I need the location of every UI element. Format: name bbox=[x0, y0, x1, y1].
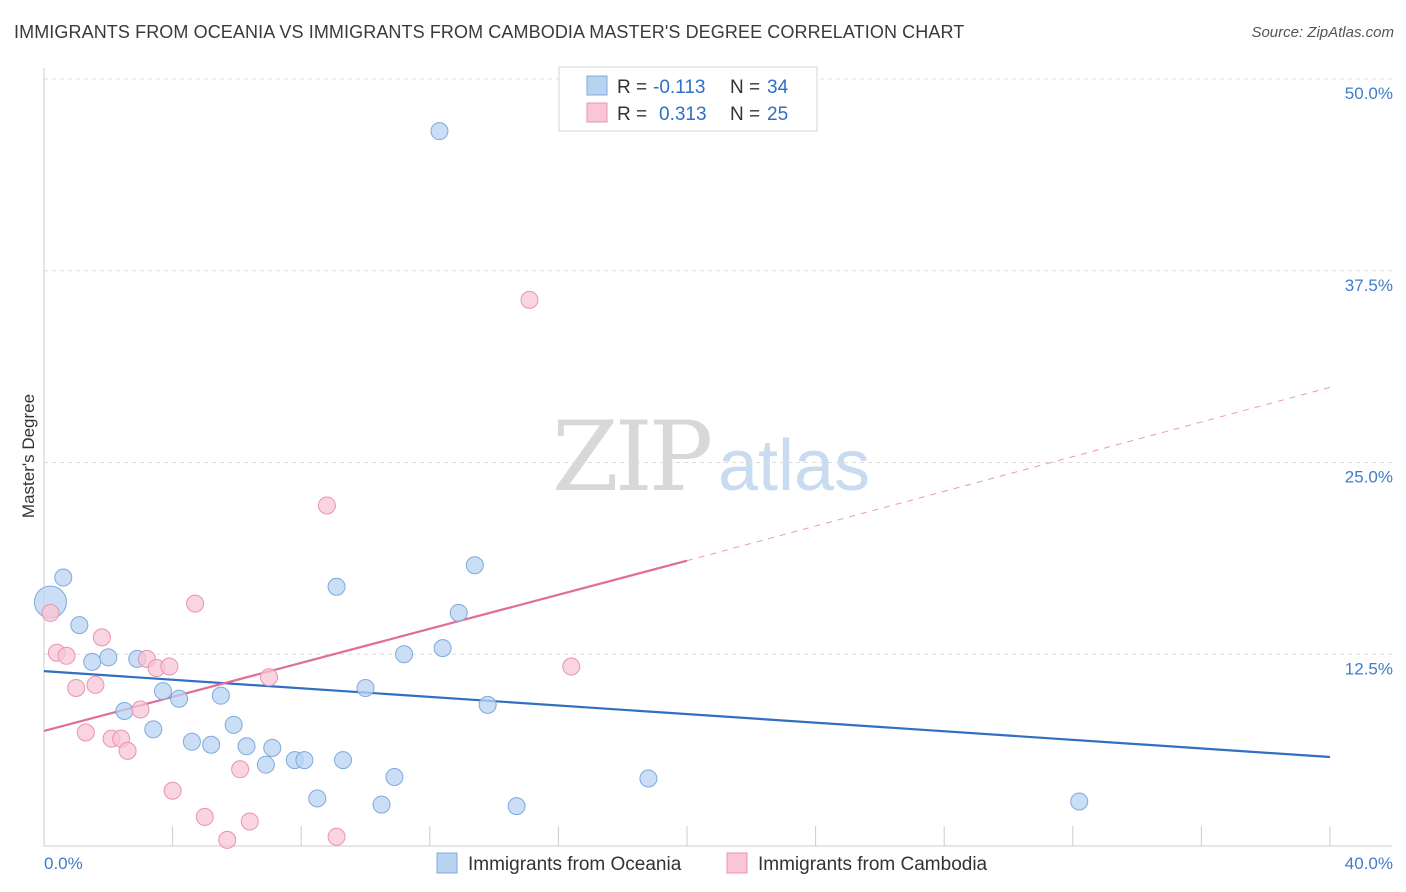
bottom-legend: Immigrants from Oceania Immigrants from … bbox=[436, 852, 988, 875]
y-tick-labels: 12.5% 25.0% 37.5% 50.0% bbox=[1345, 84, 1393, 678]
point-oceania-31 bbox=[507, 797, 526, 816]
watermark-atlas: atlas bbox=[718, 426, 870, 506]
point-oceania-5 bbox=[115, 702, 134, 721]
point-cambodia-19 bbox=[240, 812, 259, 831]
point-cambodia-9 bbox=[118, 741, 137, 760]
point-cambodia-23 bbox=[520, 290, 539, 309]
point-oceania-14 bbox=[237, 737, 256, 756]
legend-r-label-oceania: R = bbox=[617, 77, 647, 98]
trendlines bbox=[43, 386, 1331, 759]
point-oceania-7 bbox=[144, 720, 163, 739]
point-oceania-19 bbox=[308, 789, 327, 808]
trendline-cambodia-extension bbox=[686, 386, 1331, 562]
point-cambodia-10 bbox=[131, 700, 150, 719]
axes bbox=[43, 68, 1392, 847]
point-oceania-29 bbox=[465, 556, 484, 575]
y-tick-label-1: 25.0% bbox=[1345, 468, 1393, 487]
point-oceania-9 bbox=[170, 689, 189, 708]
legend-n-label-cambodia: N = bbox=[730, 104, 760, 125]
legend-n-label-oceania: N = bbox=[730, 77, 760, 98]
legend-n-value-cambodia: 25 bbox=[767, 104, 788, 125]
point-cambodia-24 bbox=[562, 657, 581, 676]
bottom-legend-label-cambodia: Immigrants from Cambodia bbox=[758, 854, 988, 875]
x-tick-label-max: 40.0% bbox=[1345, 854, 1393, 873]
bottom-legend-label-oceania: Immigrants from Oceania bbox=[468, 854, 682, 875]
point-oceania-8 bbox=[153, 682, 172, 701]
point-cambodia-13 bbox=[160, 657, 179, 676]
point-oceania-22 bbox=[356, 678, 375, 697]
point-cambodia-18 bbox=[231, 760, 250, 779]
chart-title: IMMIGRANTS FROM OCEANIA VS IMMIGRANTS FR… bbox=[14, 22, 965, 42]
point-cambodia-20 bbox=[260, 668, 279, 687]
trendline-cambodia bbox=[43, 559, 688, 733]
y-tick-label-3: 50.0% bbox=[1345, 84, 1393, 103]
point-oceania-26 bbox=[430, 122, 449, 141]
bottom-legend-swatch-oceania bbox=[436, 852, 458, 874]
y-axis-label: Master's Degree bbox=[19, 394, 38, 518]
legend-r-value-oceania: -0.113 bbox=[653, 77, 705, 98]
point-oceania-3 bbox=[83, 652, 102, 671]
y-tick-label-0: 12.5% bbox=[1345, 659, 1393, 678]
point-cambodia-3 bbox=[67, 678, 86, 697]
point-oceania-1 bbox=[54, 568, 73, 587]
point-oceania-11 bbox=[202, 735, 221, 754]
legend-box: R = -0.113 N = 34 R = 0.313 N = 25 bbox=[558, 66, 818, 132]
point-oceania-2 bbox=[70, 616, 89, 635]
bottom-legend-swatch-cambodia bbox=[726, 852, 748, 874]
point-oceania-15 bbox=[256, 755, 275, 774]
point-cambodia-17 bbox=[218, 830, 237, 849]
point-cambodia-22 bbox=[327, 827, 346, 846]
point-oceania-20 bbox=[327, 577, 346, 596]
point-oceania-13 bbox=[224, 715, 243, 734]
point-oceania-23 bbox=[372, 795, 391, 814]
point-oceania-16 bbox=[263, 738, 282, 757]
x-tick-label-min: 0.0% bbox=[44, 854, 83, 873]
legend-swatch-cambodia bbox=[586, 102, 608, 123]
point-oceania-12 bbox=[211, 686, 230, 705]
chart-source: Source: ZipAtlas.com bbox=[1251, 24, 1394, 41]
point-oceania-21 bbox=[333, 751, 352, 770]
watermark: ZIP atlas bbox=[552, 401, 870, 513]
trendline-oceania bbox=[43, 670, 1331, 759]
point-cambodia-6 bbox=[92, 628, 111, 647]
point-oceania-32 bbox=[639, 769, 658, 788]
point-oceania-18 bbox=[295, 751, 314, 770]
point-oceania-27 bbox=[433, 639, 452, 658]
point-oceania-24 bbox=[385, 767, 404, 786]
point-oceania-10 bbox=[182, 732, 201, 751]
point-cambodia-5 bbox=[86, 675, 105, 694]
point-cambodia-21 bbox=[317, 496, 336, 515]
legend-r-label-cambodia: R = bbox=[617, 104, 647, 125]
point-oceania-33 bbox=[1070, 792, 1089, 811]
legend-swatch-oceania bbox=[586, 75, 608, 96]
point-cambodia-16 bbox=[195, 807, 214, 826]
point-cambodia-14 bbox=[163, 781, 182, 800]
point-cambodia-0 bbox=[41, 603, 60, 622]
point-oceania-30 bbox=[478, 695, 497, 714]
point-cambodia-15 bbox=[186, 594, 205, 613]
point-oceania-4 bbox=[99, 648, 118, 667]
legend-r-value-cambodia: 0.313 bbox=[659, 104, 707, 125]
y-tick-label-2: 37.5% bbox=[1345, 276, 1393, 295]
data-points bbox=[33, 122, 1089, 849]
point-oceania-25 bbox=[395, 645, 414, 664]
gridlines bbox=[44, 78, 1392, 655]
point-cambodia-2 bbox=[57, 646, 76, 665]
point-oceania-28 bbox=[449, 603, 468, 622]
legend-n-value-oceania: 34 bbox=[767, 77, 789, 98]
watermark-zip: ZIP bbox=[552, 401, 711, 513]
point-cambodia-4 bbox=[76, 723, 95, 742]
